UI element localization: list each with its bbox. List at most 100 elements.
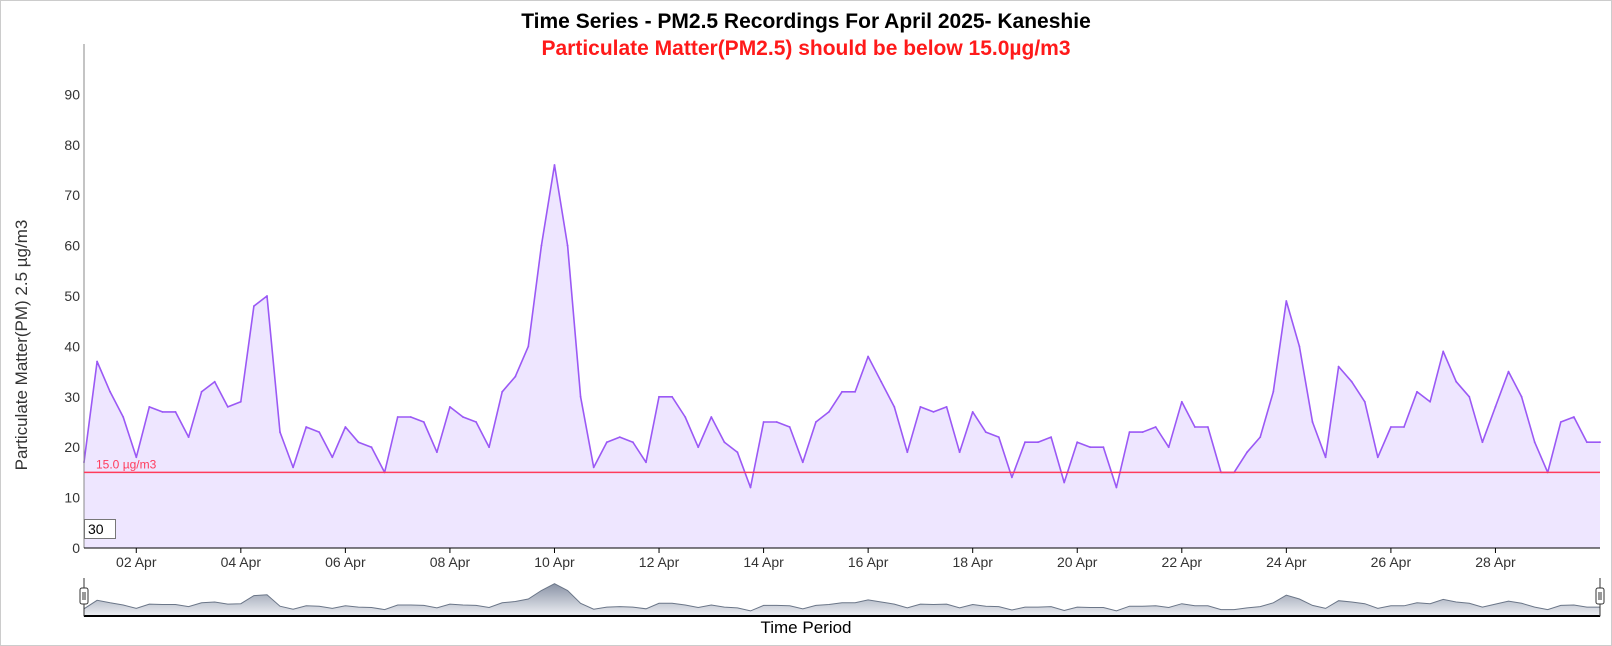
x-tick-label: 18 Apr — [952, 554, 993, 570]
data-point — [749, 486, 752, 489]
data-point — [841, 390, 843, 393]
data-point — [292, 466, 294, 469]
data-point — [305, 426, 308, 428]
y-tick-label: 90 — [64, 86, 80, 102]
data-point — [815, 421, 817, 423]
data-point — [318, 431, 321, 433]
data-point — [971, 411, 974, 413]
data-point — [1573, 416, 1575, 418]
data-point — [501, 390, 504, 393]
data-point — [1180, 400, 1183, 403]
y-tick-label: 60 — [64, 238, 80, 254]
navigator-handle-right[interactable] — [1595, 587, 1605, 605]
x-tick-label: 24 Apr — [1266, 554, 1307, 570]
y-axis-ticks: 0 10 20 30 40 50 60 70 80 90 — [64, 86, 80, 556]
data-point — [409, 416, 412, 418]
data-point — [1259, 436, 1262, 438]
data-point — [958, 451, 961, 454]
data-point — [1141, 431, 1144, 433]
threshold-label: 15.0 µg/m3 — [96, 457, 157, 471]
data-point — [436, 451, 438, 454]
y-tick-label: 80 — [64, 137, 80, 153]
data-point — [645, 461, 647, 464]
data-point — [96, 360, 98, 363]
data-point — [736, 451, 739, 454]
x-tick-label: 26 Apr — [1371, 554, 1412, 570]
data-point — [1363, 400, 1366, 403]
data-point — [226, 406, 229, 408]
data-point — [1520, 395, 1523, 398]
data-point — [658, 395, 660, 398]
data-point — [1468, 395, 1471, 398]
x-tick-label: 28 Apr — [1475, 554, 1516, 570]
data-point — [997, 436, 1000, 438]
data-point — [396, 416, 399, 418]
data-point — [906, 451, 909, 454]
x-tick-label: 04 Apr — [221, 554, 262, 570]
x-tick-label: 02 Apr — [116, 554, 157, 570]
data-point — [605, 441, 608, 444]
data-point — [213, 380, 216, 383]
data-point — [671, 395, 673, 398]
y-tick-label: 50 — [64, 288, 80, 304]
data-point — [893, 406, 896, 408]
data-point — [801, 461, 804, 464]
data-point — [449, 406, 451, 408]
data-point — [187, 436, 190, 438]
navigator-handle-left[interactable] — [79, 587, 89, 605]
data-point — [1207, 426, 1209, 428]
data-point — [1376, 456, 1379, 459]
data-point — [1337, 365, 1340, 368]
data-point — [1586, 441, 1588, 444]
data-point — [854, 390, 856, 393]
x-tick-label: 22 Apr — [1162, 554, 1203, 570]
data-point — [1063, 481, 1066, 484]
x-tick-label: 06 Apr — [325, 554, 366, 570]
period-input[interactable] — [84, 519, 116, 539]
y-tick-label: 20 — [64, 439, 80, 455]
data-point — [148, 406, 151, 408]
data-point — [357, 441, 360, 444]
data-point — [710, 416, 713, 418]
data-point — [1298, 345, 1301, 348]
y-tick-label: 30 — [64, 389, 80, 405]
navigator-area — [83, 583, 1601, 617]
y-tick-label: 70 — [64, 187, 80, 203]
data-point — [919, 406, 922, 408]
data-point — [1599, 441, 1601, 444]
data-point — [828, 411, 830, 413]
data-point — [462, 416, 464, 418]
data-point — [1533, 441, 1536, 444]
data-point — [1115, 486, 1118, 489]
x-tick-label: 14 Apr — [743, 554, 784, 570]
x-axis-ticks: 02 Apr 04 Apr 06 Apr 08 Apr 10 Apr 12 Apr 14 A… — [116, 548, 1516, 570]
time-navigator[interactable] — [79, 578, 1605, 617]
data-point — [1285, 300, 1288, 302]
data-point — [1403, 426, 1405, 428]
data-point — [592, 466, 595, 469]
data-point — [1167, 446, 1170, 449]
x-tick-label: 12 Apr — [639, 554, 680, 570]
data-point — [1481, 441, 1484, 444]
data-point — [579, 395, 582, 398]
chart-title: Time Series - PM2.5 Recordings For April… — [521, 10, 1091, 33]
data-point — [1416, 390, 1418, 393]
data-point — [1494, 406, 1497, 408]
data-point — [1350, 380, 1353, 383]
data-point — [775, 421, 778, 423]
data-point — [984, 431, 987, 433]
data-point — [684, 416, 687, 418]
data-point — [122, 416, 125, 418]
x-tick-label: 16 Apr — [848, 554, 889, 570]
data-point — [266, 295, 268, 297]
data-point — [475, 421, 477, 423]
data-point — [880, 380, 883, 383]
data-point — [1050, 436, 1052, 438]
data-point — [540, 244, 543, 247]
data-point — [1011, 476, 1013, 479]
data-point — [1089, 446, 1092, 449]
data-point — [1194, 426, 1196, 428]
data-point — [1559, 421, 1562, 423]
data-point — [1102, 446, 1105, 449]
